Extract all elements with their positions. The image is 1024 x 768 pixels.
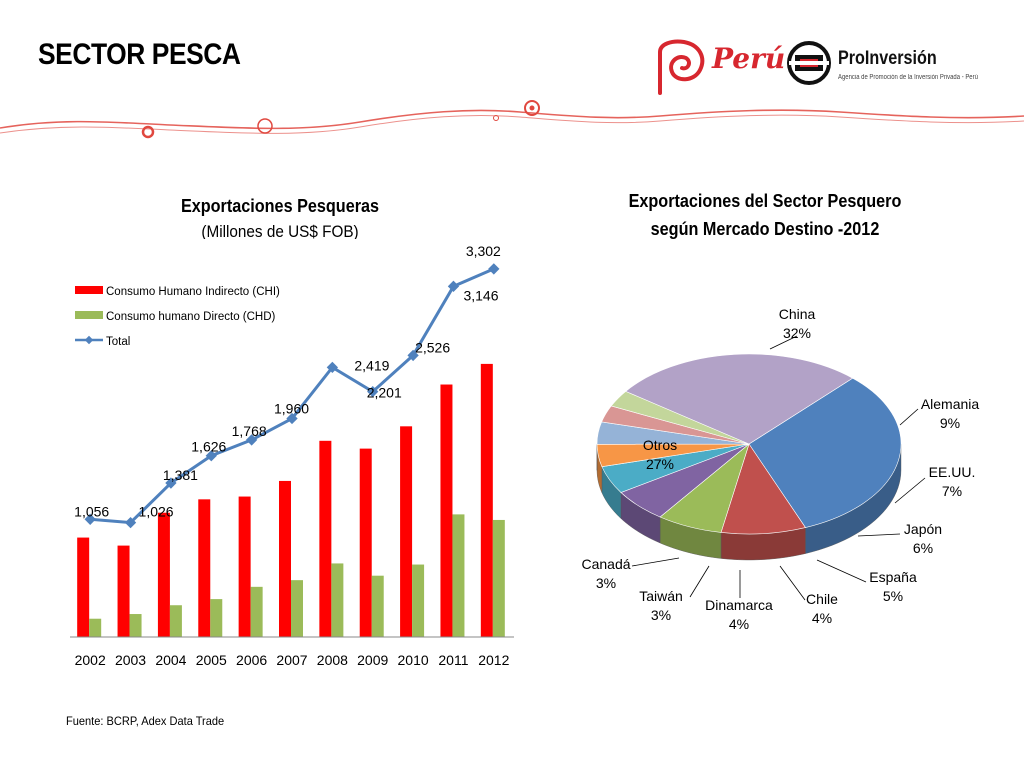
bar-chd-2010	[412, 564, 425, 637]
total-point-2010	[407, 349, 419, 362]
x-tick-label-2002: 2002	[75, 652, 106, 668]
legend-swatch-0	[75, 286, 103, 294]
bar-chi-2008	[319, 440, 332, 637]
bar-chi-2006	[238, 496, 251, 637]
bar-chi-2002	[77, 537, 90, 637]
bar-chi-2011	[440, 384, 453, 637]
bar-chi-2003	[117, 545, 130, 637]
bar-chd-2005	[210, 599, 223, 637]
x-tick-label-2012: 2012	[478, 652, 509, 668]
x-tick-label-2009: 2009	[357, 652, 388, 668]
legend-label-2: Total	[106, 336, 130, 348]
legend-label-0: Consumo Humano Indirecto (CHI)	[106, 286, 280, 298]
legend-label-1: Consumo humano Directo (CHD)	[106, 311, 276, 323]
total-point-2012	[488, 263, 500, 275]
bar-chd-2011	[452, 514, 465, 637]
bar-chd-2009	[371, 575, 384, 637]
total-label-2008: 2,419	[354, 357, 389, 373]
source-note: Fuente: BCRP, Adex Data Trade	[66, 714, 225, 728]
x-tick-label-2005: 2005	[196, 652, 227, 668]
proinversion-logo-subtitle: Agencia de Promoción de la Inversión Pri…	[838, 74, 978, 81]
total-point-2007	[286, 412, 298, 425]
bar-chi-2004	[157, 512, 170, 637]
bar-chd-2008	[331, 563, 344, 637]
x-tick-label-2004: 2004	[155, 652, 186, 668]
total-label-2007: 1,960	[274, 401, 309, 417]
total-label-2012: 3,302	[466, 243, 501, 259]
bar-chi-2010	[400, 426, 413, 637]
pie-chart-title-line-1: Exportaciones del Sector Pesquero	[628, 191, 902, 211]
bar-chd-2012	[492, 519, 505, 637]
total-point-2005	[205, 450, 217, 462]
total-line	[90, 267, 495, 525]
total-point-2009	[367, 385, 379, 398]
total-label-2009: 2,201	[367, 385, 402, 401]
bar-chi-2009	[359, 448, 372, 637]
bar-chd-2006	[250, 586, 263, 637]
x-tick-label-2010: 2010	[398, 652, 429, 668]
x-tick-label-2008: 2008	[317, 652, 348, 668]
total-label-2011: 3,146	[463, 287, 498, 303]
x-tick-label-2011: 2011	[438, 652, 468, 668]
bar-chart-subtitle-clip: (Millones de US$ FOB)	[130, 222, 430, 239]
bar-chd-2007	[291, 580, 303, 637]
total-point-2006	[245, 434, 258, 446]
bar-chi-2005	[198, 499, 211, 637]
total-label-2005: 1,626	[191, 439, 226, 455]
page-title: SECTOR PESCA	[38, 38, 241, 71]
bar-chi-2012	[480, 363, 493, 637]
x-tick-label-2007: 2007	[276, 652, 307, 668]
total-label-2010: 2,526	[415, 339, 450, 355]
peru-logo-text: Perú	[712, 42, 786, 75]
bar-chart-subtitle: (Millones de US$ FOB)	[201, 222, 359, 239]
pie-chart-title-line-2: según Mercado Destino -2012	[650, 219, 880, 239]
x-tick-label-2006: 2006	[236, 652, 267, 668]
peru-logo-icon	[658, 39, 705, 95]
total-point-2008	[326, 361, 339, 374]
total-label-2004: 1,381	[163, 467, 198, 483]
legend-marker-2	[84, 335, 94, 345]
proinversion-logo-icon	[787, 41, 831, 85]
total-label-2003: 1,026	[139, 504, 174, 520]
total-point-2011	[447, 280, 460, 292]
proinversion-logo-name: ProInversión	[838, 48, 937, 69]
bar-chi-2007	[279, 480, 291, 637]
bar-chd-2004	[169, 605, 182, 637]
total-label-2006: 1,768	[232, 423, 267, 439]
legend-swatch-1	[75, 311, 103, 319]
total-label-2002: 1,056	[74, 503, 109, 519]
header-wave-decoration	[0, 100, 1024, 139]
x-tick-label-2003: 2003	[115, 652, 146, 668]
bar-chart-title: Exportaciones Pesqueras	[180, 196, 380, 216]
bar-chd-2002	[89, 618, 102, 637]
total-point-2004	[165, 477, 177, 489]
bar-chd-2003	[129, 614, 142, 637]
